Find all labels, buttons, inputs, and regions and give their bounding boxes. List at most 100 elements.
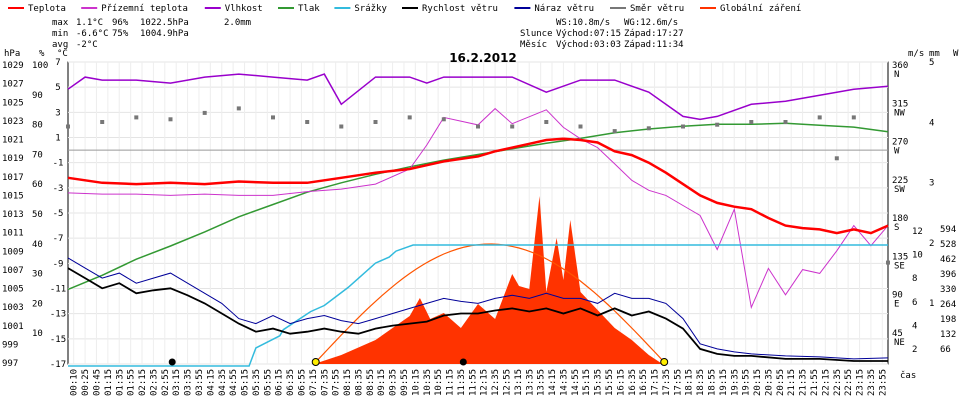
tick-hpa: 1005 <box>2 285 24 295</box>
tick-hpa: 1027 <box>2 80 24 90</box>
tick-x: 21:15 <box>787 369 797 396</box>
tick-x: 11:35 <box>457 369 467 396</box>
tick-pct: 100 <box>32 61 48 71</box>
sunrise-marker <box>311 358 320 366</box>
tick-ms: 2 <box>912 345 917 355</box>
tick-x: 22:15 <box>821 369 831 396</box>
series-smer-vetru-point <box>66 124 70 129</box>
tick-x: 07:55 <box>332 369 342 396</box>
tick-x: 04:55 <box>229 369 239 396</box>
tick-mm: 4 <box>929 118 934 128</box>
tick-x: 17:55 <box>673 369 683 396</box>
series-smer-vetru-point <box>578 124 583 129</box>
legend-label: Rychlost větru <box>422 4 498 14</box>
tick-x: 16:15 <box>616 369 626 396</box>
tick-x: 08:15 <box>343 369 353 396</box>
tick-dir-deg: 180 <box>892 214 908 224</box>
series-tlak <box>67 122 889 291</box>
tick-hpa: 1017 <box>2 173 24 183</box>
series-srazky <box>68 244 888 367</box>
tick-c: -3 <box>53 184 64 194</box>
tick-x: 01:35 <box>115 369 125 396</box>
series-smer-vetru-point <box>851 115 856 120</box>
tick-x: 23:15 <box>856 369 866 396</box>
tick-x: 20:55 <box>776 369 786 396</box>
series-smer-vetru-point <box>749 120 754 124</box>
tick-hpa: 1029 <box>2 61 24 71</box>
tick-c: -5 <box>53 209 64 219</box>
legend-label: Teplota <box>28 4 66 14</box>
tick-x: 22:35 <box>833 369 843 396</box>
axis-unit-hpa: hPa <box>4 49 20 59</box>
info-sun-set: Západ:17:27 <box>624 29 684 39</box>
tick-c: -13 <box>50 310 66 320</box>
legend-label: Směr větru <box>630 4 684 14</box>
tick-hpa: 1003 <box>2 303 24 313</box>
tick-c: -7 <box>53 234 64 244</box>
axis-unit-ms: m/s <box>908 49 924 59</box>
stat-max-label: max <box>52 18 69 28</box>
tick-w: 132 <box>940 330 956 340</box>
tick-dir-deg: 270 <box>892 138 908 148</box>
stat-max-rain: 2.0mm <box>224 18 251 28</box>
tick-x: 05:55 <box>263 369 273 396</box>
info-ws: WS:10.8m/s <box>556 18 610 28</box>
tick-x: 06:35 <box>286 369 296 396</box>
tick-x: 08:55 <box>366 369 376 396</box>
tick-dir-deg: 45 <box>892 329 903 339</box>
series-smer-vetru-point <box>681 124 685 129</box>
tick-x: 19:55 <box>742 369 752 396</box>
tick-hpa: 997 <box>2 359 18 369</box>
legend-label: Přízemní teplota <box>101 4 188 14</box>
series-smer-vetru-point <box>305 120 310 124</box>
tick-w: 528 <box>940 240 956 250</box>
legend-label: Globální záření <box>720 4 801 14</box>
tick-dir-label: SW <box>894 185 905 195</box>
tick-pct: 30 <box>32 270 43 280</box>
series-smer-vetru-point <box>783 120 788 124</box>
tick-x: 01:15 <box>104 369 114 396</box>
tick-x: 12:55 <box>502 369 512 396</box>
stat-min-hum: 75% <box>112 29 129 39</box>
tick-mm: 2 <box>929 239 934 249</box>
series-smer-vetru-point <box>100 120 105 124</box>
tick-w: 198 <box>940 315 956 325</box>
stat-max-temp: 1.1°C <box>76 18 103 28</box>
tick-x: 13:55 <box>537 369 547 396</box>
tick-c: 7 <box>55 58 60 68</box>
series-smer-vetru-point <box>168 117 173 122</box>
tick-hpa: 1009 <box>2 247 24 257</box>
tick-pct: 40 <box>32 240 43 250</box>
tick-hpa: 1021 <box>2 136 24 146</box>
tick-x: 10:15 <box>411 369 421 396</box>
tick-pct: 70 <box>32 150 43 160</box>
series-vlhkost <box>67 73 889 121</box>
tick-hpa: 1001 <box>2 322 24 332</box>
legend-label: Náraz větru <box>534 4 594 14</box>
stat-max-press: 1022.5hPa <box>140 18 189 28</box>
tick-x: 14:15 <box>548 369 558 396</box>
series-naraz-vetru <box>67 257 889 360</box>
tick-x: 10:35 <box>423 369 433 396</box>
tick-x: 00:25 <box>81 369 91 396</box>
series-smer-vetru-point <box>817 115 822 120</box>
tick-x: 04:35 <box>218 369 228 396</box>
tick-x: 21:55 <box>810 369 820 396</box>
tick-x: 03:15 <box>172 369 182 396</box>
moonrise-marker <box>168 358 176 366</box>
series-smer-vetru-point <box>646 126 651 131</box>
tick-x: 07:15 <box>309 369 319 396</box>
axis-unit-c: °C <box>57 49 68 59</box>
axis-unit-mm: mm <box>929 49 940 59</box>
tick-ms: 10 <box>912 251 923 261</box>
tick-dir-label: E <box>894 300 899 310</box>
tick-x: 23:35 <box>867 369 877 396</box>
tick-mm: 3 <box>929 179 934 189</box>
tick-x: 01:55 <box>127 369 137 396</box>
stat-min-label: min <box>52 29 68 39</box>
tick-hpa: 1015 <box>2 191 24 201</box>
tick-x: 14:55 <box>571 369 581 396</box>
tick-x: 07:35 <box>320 369 330 396</box>
